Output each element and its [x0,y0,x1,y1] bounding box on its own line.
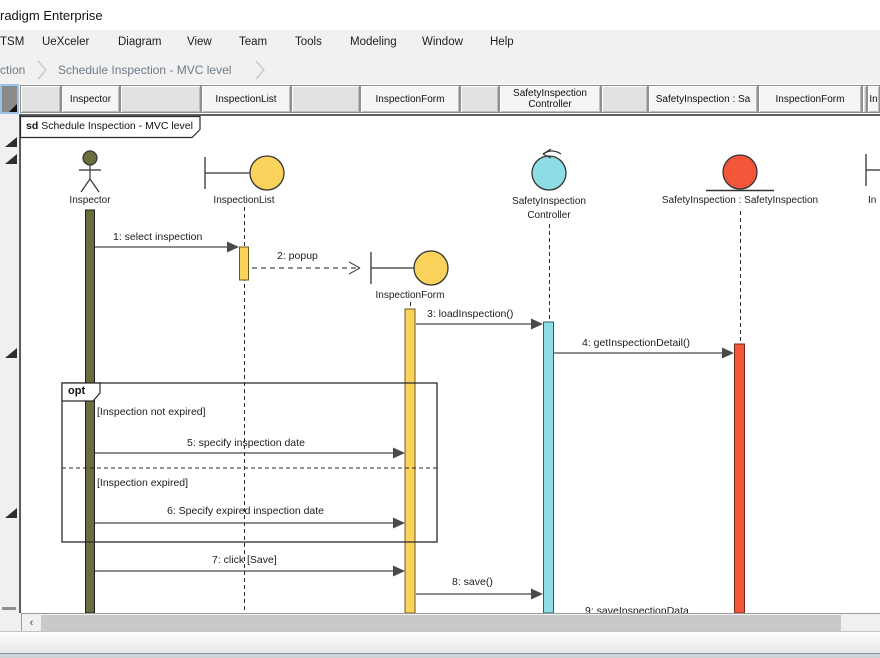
frame-name-pentagon[interactable] [19,115,201,139]
message-5-label[interactable]: 5: specify inspection date [187,437,305,449]
window-title: radigm Enterprise [0,8,103,23]
message-1-arrow[interactable] [95,241,239,253]
header-cell-empty[interactable] [291,85,360,113]
horizontal-scrollbar[interactable]: ‹ [21,613,880,631]
message-7-label[interactable]: 7: click [Save] [212,554,277,566]
boundary-inspectionform-icon[interactable] [370,250,449,286]
menu-item-tools[interactable]: Tools [295,36,322,48]
message-5-arrow[interactable] [95,447,405,459]
message-3-label[interactable]: 3: loadInspection() [427,308,514,320]
label-right-partial[interactable]: In [868,195,877,206]
breadcrumb-item-previous[interactable]: ction [0,63,26,77]
header-cell-controller[interactable]: SafetyInspection Controller [499,85,601,113]
label-controller[interactable]: SafetyInspection Controller [512,196,586,221]
header-cell-inspector[interactable]: Inspector [61,85,120,113]
menu-item-modeling[interactable]: Modeling [350,36,397,48]
margin-marker-icon[interactable] [5,154,17,164]
activation-inspectionform[interactable] [404,308,416,614]
header-cell-empty[interactable] [460,85,499,113]
boundary-inspectionlist-icon[interactable] [204,155,285,191]
menu-item-uexceler[interactable]: UeXceler [42,36,90,48]
message-1-label[interactable]: 1: select inspection [113,231,203,243]
menu-item-diagram[interactable]: Diagram [118,36,162,48]
margin-marker-icon[interactable] [5,508,17,518]
header-cell-empty[interactable] [862,85,867,113]
fragment-operator-label[interactable]: opt [68,385,86,397]
header-corner-cell[interactable] [0,84,19,114]
menu-item-view[interactable]: View [187,36,212,48]
menu-bar: TSM UeXceler Diagram View Team Tools Mod… [0,30,880,56]
message-6-label[interactable]: 6: Specify expired inspection date [167,505,325,517]
frame-keyword: sd [26,120,39,132]
fragment-opt-box[interactable] [61,382,438,543]
activation-safetyinspection[interactable] [734,343,745,614]
header-cell-safetyinspection[interactable]: SafetyInspection : Sa [648,85,758,113]
message-8-arrow[interactable] [416,588,543,600]
message-2-label[interactable]: 2: popup [277,250,318,262]
activation-controller[interactable] [543,321,554,614]
header-cell-empty[interactable] [601,85,648,113]
guard-not-expired[interactable]: [Inspection not expired] [97,406,206,418]
chevron-right-icon [37,60,48,80]
actor-inspector-icon[interactable] [79,150,101,193]
header-cell-inspectionform-2[interactable]: InspectionForm [758,85,862,113]
header-cell-inspectionlist[interactable]: InspectionList [201,85,291,113]
menu-item-team[interactable]: Team [239,36,268,48]
message-4-label[interactable]: 4: getInspectionDetail() [582,337,690,349]
header-cell-empty[interactable] [20,85,61,113]
label-safetyinspection[interactable]: SafetyInspection : SafetyInspection [661,195,819,206]
activation-inspectionlist[interactable] [239,246,249,281]
label-inspector[interactable]: Inspector [69,195,111,206]
margin-collapsed-marker[interactable] [2,607,16,610]
header-cell-empty[interactable] [120,85,201,113]
frame-name[interactable]: sd Schedule Inspection - MVC level [26,120,193,132]
menu-item-tsm[interactable]: TSM [0,36,25,48]
scrollbar-thumb[interactable] [41,615,841,631]
margin-marker-icon[interactable] [5,137,17,147]
message-4-arrow[interactable] [554,347,734,359]
control-controller-icon[interactable] [531,148,567,191]
breadcrumb: ction Schedule Inspection - MVC level [0,56,880,84]
menu-item-help[interactable]: Help [490,36,514,48]
breadcrumb-item-current[interactable]: Schedule Inspection - MVC level [58,63,232,77]
message-8-label[interactable]: 8: save() [452,576,493,588]
message-6-arrow[interactable] [95,517,405,529]
status-bar [0,631,880,653]
entity-safetyinspection-icon[interactable] [706,154,774,192]
label-inspectionlist[interactable]: InspectionList [213,195,275,206]
chevron-right-icon [255,60,266,80]
message-7-arrow[interactable] [95,565,405,577]
guard-expired[interactable]: [Inspection expired] [97,477,189,489]
corner-resize-icon [9,104,17,112]
header-cell-inspectionform[interactable]: InspectionForm [360,85,460,113]
boundary-right-partial-icon[interactable] [865,154,880,186]
margin-marker-icon[interactable] [5,348,17,358]
label-inspectionform[interactable]: InspectionForm [375,290,445,301]
frame-title: Schedule Inspection - MVC level [41,120,193,132]
scroll-left-button[interactable]: ‹ [23,615,40,631]
title-bar: radigm Enterprise [0,0,880,30]
bottom-strip [0,653,880,658]
fragment-operator-pentagon[interactable] [61,382,101,402]
activation-inspector[interactable] [85,209,95,614]
menu-item-window[interactable]: Window [422,36,463,48]
message-2-arrow[interactable] [252,261,361,275]
message-3-arrow[interactable] [416,318,543,330]
